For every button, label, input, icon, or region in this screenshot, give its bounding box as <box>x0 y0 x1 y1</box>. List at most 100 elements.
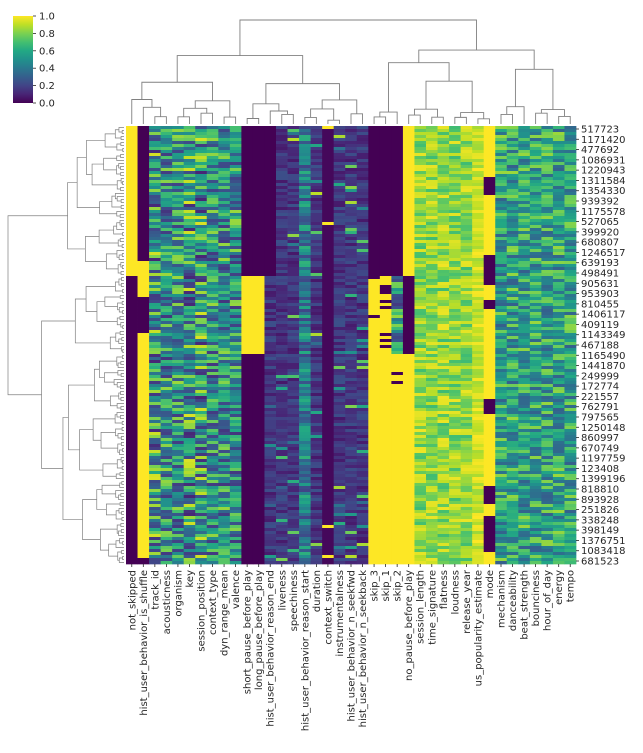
heatmap-cell <box>564 198 577 202</box>
heatmap-cell <box>264 339 277 343</box>
dendrogram-link <box>120 187 124 191</box>
heatmap-cell <box>126 216 138 220</box>
heatmap-cell <box>356 345 369 349</box>
heatmap-cell <box>218 435 231 439</box>
heatmap-cell <box>472 300 485 304</box>
heatmap-cell <box>229 237 242 241</box>
dendrogram-link <box>96 489 107 510</box>
heatmap-cell <box>552 345 565 349</box>
heatmap-cell <box>495 366 508 370</box>
heatmap-cell <box>449 156 461 160</box>
heatmap-cell <box>437 372 450 376</box>
heatmap-cell <box>552 333 565 337</box>
heatmap-cell <box>356 315 369 319</box>
heatmap-cell <box>126 267 138 271</box>
heatmap-cell <box>229 204 242 208</box>
heatmap-cell <box>345 480 358 484</box>
heatmap-cell <box>241 246 254 250</box>
heatmap-cell <box>506 240 519 244</box>
heatmap-cell <box>183 186 196 190</box>
heatmap-cell <box>552 210 565 214</box>
heatmap-cell <box>460 417 473 421</box>
heatmap-cell <box>379 345 392 349</box>
heatmap-cell <box>368 321 381 325</box>
heatmap-cell <box>356 255 369 259</box>
heatmap-cell <box>402 165 415 169</box>
heatmap-cell <box>137 210 150 214</box>
heatmap-cell <box>552 219 565 223</box>
heatmap-cell <box>322 246 335 250</box>
heatmap-cell <box>437 471 450 475</box>
heatmap-cell <box>518 270 531 274</box>
heatmap-cell <box>379 369 392 373</box>
heatmap-cell <box>137 381 150 385</box>
heatmap-cell <box>333 129 346 133</box>
heatmap-cell <box>368 177 381 181</box>
heatmap-cell <box>264 312 277 316</box>
dendrogram-link <box>85 286 116 312</box>
heatmap-cell <box>368 270 381 274</box>
heatmap-cell <box>426 231 438 235</box>
heatmap-cell <box>449 333 461 337</box>
heatmap-cell <box>541 252 554 256</box>
heatmap-cell <box>472 297 485 301</box>
heatmap-cell <box>299 366 311 370</box>
heatmap-cell <box>172 153 185 157</box>
dendrogram-link <box>115 540 124 548</box>
heatmap-cell <box>472 393 485 397</box>
heatmap-cell <box>287 408 300 412</box>
heatmap-cell <box>287 171 300 175</box>
colorbar-tick-label: 0.4 <box>39 64 55 75</box>
heatmap-cell <box>472 219 485 223</box>
heatmap-cell <box>402 441 415 445</box>
heatmap-cell <box>449 237 461 241</box>
heatmap-cell <box>356 318 369 322</box>
heatmap-cell <box>264 156 277 160</box>
heatmap-cell <box>137 426 150 430</box>
heatmap-cell <box>183 216 196 220</box>
heatmap-cell <box>149 381 161 385</box>
heatmap-cell <box>276 186 288 190</box>
heatmap-cell <box>518 243 531 247</box>
heatmap-cell <box>149 228 161 232</box>
heatmap-cell <box>322 282 335 286</box>
heatmap-cell <box>518 471 531 475</box>
dendrogram-link <box>115 428 123 437</box>
heatmap-cell <box>206 336 219 340</box>
heatmap-cell <box>345 432 358 436</box>
heatmap-cell <box>276 393 288 397</box>
heatmap-cell <box>195 363 208 367</box>
heatmap-cell <box>126 183 138 187</box>
heatmap-cell <box>126 231 138 235</box>
heatmap-cell <box>229 177 242 181</box>
heatmap-cell <box>160 315 173 319</box>
heatmap-cell <box>460 390 473 394</box>
heatmap-cell <box>402 462 415 466</box>
heatmap-cell <box>437 144 450 148</box>
heatmap-cell <box>206 225 219 229</box>
heatmap-cell <box>426 396 438 400</box>
heatmap-cell <box>449 162 461 166</box>
heatmap-cell <box>414 267 427 271</box>
heatmap-cell <box>437 474 450 478</box>
heatmap-cell <box>137 249 150 253</box>
dendrogram-link <box>122 181 124 185</box>
heatmap-cell <box>506 462 519 466</box>
heatmap-cell <box>252 204 265 208</box>
heatmap-cell <box>356 246 369 250</box>
heatmap-cell <box>541 423 554 427</box>
heatmap-cell <box>229 153 242 157</box>
dendrogram-link <box>122 355 124 359</box>
heatmap-cell <box>195 330 208 334</box>
heatmap-cell <box>356 225 369 229</box>
heatmap-cell <box>137 183 150 187</box>
heatmap-cell <box>322 330 335 334</box>
heatmap-cell <box>126 207 138 211</box>
heatmap-cell <box>518 180 531 184</box>
heatmap-cell <box>449 396 461 400</box>
heatmap-cell <box>183 414 196 418</box>
heatmap-cell <box>322 438 335 442</box>
heatmap-cell <box>426 474 438 478</box>
heatmap-cell <box>160 147 173 151</box>
heatmap-cell <box>206 447 219 451</box>
